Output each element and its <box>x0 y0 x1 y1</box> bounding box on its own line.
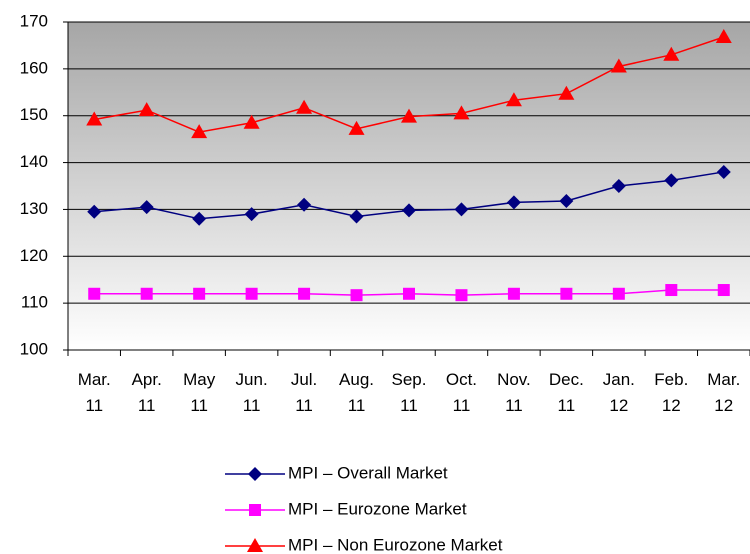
data-point <box>558 85 575 100</box>
data-point <box>297 197 312 212</box>
data-point <box>191 124 208 139</box>
data-point <box>664 173 679 188</box>
data-point <box>560 287 573 300</box>
legend-marker <box>248 467 262 481</box>
data-point <box>139 200 154 215</box>
legend-marker <box>247 538 263 552</box>
data-point <box>244 207 259 222</box>
data-point <box>559 193 574 208</box>
y-tick-label: 150 <box>20 105 48 124</box>
x-tick-label: Jul. 11 <box>290 370 318 415</box>
data-point <box>192 211 207 226</box>
data-point <box>505 92 522 107</box>
x-tick-label: Apr. 11 <box>131 370 162 415</box>
data-point <box>454 202 469 217</box>
data-point <box>665 284 678 297</box>
y-tick-label: 160 <box>20 58 48 77</box>
data-point <box>193 287 206 300</box>
data-point <box>245 287 258 300</box>
legend-marker <box>249 504 261 516</box>
x-tick-label: Feb. 12 <box>654 370 689 415</box>
legend-label: MPI – Eurozone Market <box>288 499 467 518</box>
x-tick-label: Jun. 11 <box>235 370 268 415</box>
legend-label: MPI – Overall Market <box>288 463 448 482</box>
data-point <box>610 58 627 73</box>
data-point <box>88 287 101 300</box>
data-point <box>716 164 731 179</box>
data-point <box>350 289 363 302</box>
y-tick-label: 170 <box>20 11 48 30</box>
plot-area <box>68 22 750 350</box>
x-tick-label: Mar. 12 <box>707 370 741 415</box>
data-point <box>243 114 260 129</box>
y-tick-label: 130 <box>20 199 48 218</box>
x-tick-label: Jan. 12 <box>602 370 635 415</box>
data-point <box>86 111 103 126</box>
data-point <box>348 120 365 135</box>
data-point <box>715 28 732 43</box>
data-point <box>403 287 415 300</box>
data-point <box>298 287 311 300</box>
data-point <box>612 287 625 300</box>
data-point <box>455 289 468 302</box>
y-tick-label: 120 <box>20 246 48 265</box>
x-tick-label: May 11 <box>183 370 216 415</box>
data-point <box>296 99 313 114</box>
y-tick-label: 100 <box>20 339 48 358</box>
y-tick-label: 110 <box>21 293 48 312</box>
x-tick-label: Aug. 11 <box>339 370 375 415</box>
data-point <box>140 287 153 300</box>
x-tick-label: Mar. 11 <box>77 370 111 415</box>
x-tick-label: Nov. 11 <box>497 370 531 415</box>
data-point <box>506 195 521 210</box>
data-point <box>138 102 155 117</box>
data-point <box>87 204 102 219</box>
data-point <box>717 284 730 297</box>
data-point <box>507 287 520 300</box>
data-point <box>611 179 626 193</box>
y-tick-label: 140 <box>20 152 48 171</box>
data-point <box>663 46 680 61</box>
x-tick-label: Sep. 11 <box>391 370 427 415</box>
x-tick-label: Dec. 11 <box>548 370 584 415</box>
data-point <box>349 209 364 224</box>
x-tick-label: Oct. 11 <box>445 370 478 415</box>
data-point <box>402 203 416 218</box>
data-point <box>401 108 417 123</box>
data-point <box>453 105 470 120</box>
legend-label: MPI – Non Eurozone Market <box>288 535 503 554</box>
